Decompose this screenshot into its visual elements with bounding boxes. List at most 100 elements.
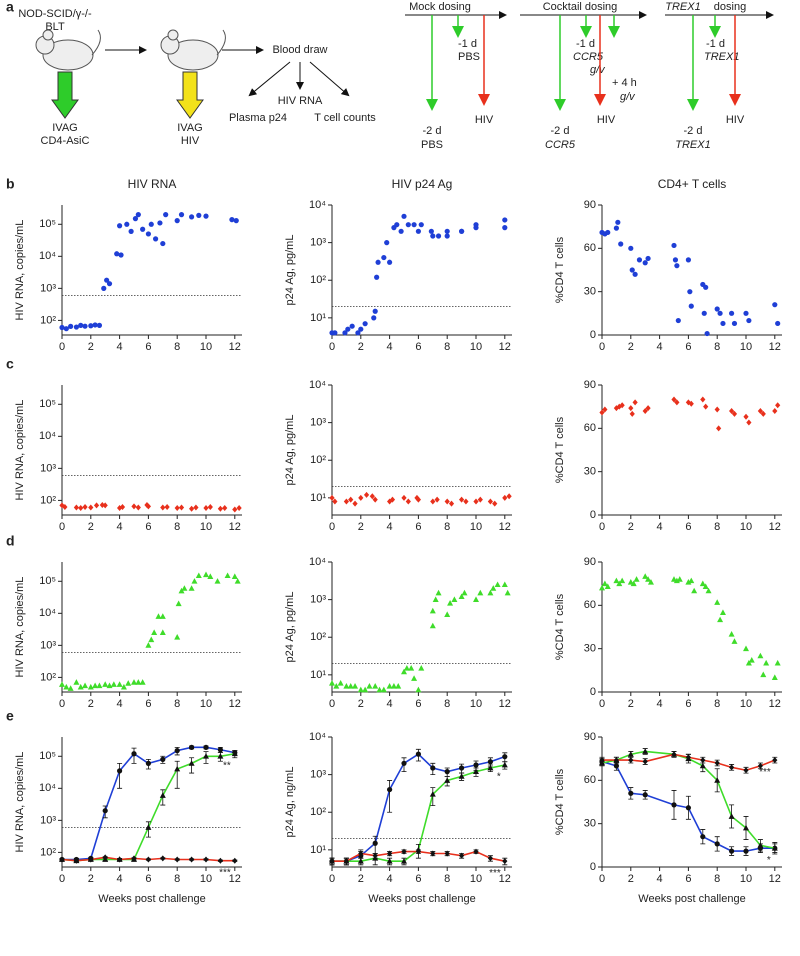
point — [73, 679, 80, 685]
point — [699, 580, 706, 587]
point — [101, 285, 107, 291]
point — [145, 760, 151, 766]
point — [763, 659, 770, 666]
y-tick-label: 10² — [40, 314, 56, 326]
point — [487, 498, 493, 505]
point — [688, 400, 694, 407]
point — [384, 240, 390, 246]
x-tick-label: 2 — [628, 341, 634, 353]
significance: * — [497, 772, 501, 783]
error-bar — [387, 780, 393, 813]
point — [487, 759, 493, 765]
x-tick-label: 8 — [444, 341, 450, 353]
point — [214, 578, 221, 584]
y-tick-label: 0 — [590, 509, 596, 521]
point — [401, 760, 407, 766]
x-tick-label: 2 — [88, 521, 94, 533]
point — [743, 824, 749, 831]
point — [459, 852, 465, 859]
point — [746, 317, 752, 324]
y-axis-label: %CD4 T cells — [554, 768, 566, 835]
point — [685, 805, 692, 811]
x-tick-label: 6 — [415, 698, 421, 710]
x-tick-label: 10 — [740, 521, 752, 533]
point — [628, 405, 634, 412]
point — [102, 502, 108, 509]
point — [506, 493, 512, 500]
label: -1 d — [458, 38, 477, 50]
point — [329, 494, 335, 501]
point — [760, 671, 767, 678]
x-tick-label: 2 — [628, 698, 634, 710]
point — [145, 503, 151, 510]
point — [444, 769, 450, 775]
label: -2 d — [551, 125, 570, 137]
x-tick-label: 10 — [200, 698, 212, 710]
point — [82, 504, 88, 511]
y-tick-label: 10⁴ — [309, 556, 326, 568]
point — [714, 841, 720, 847]
point — [403, 665, 410, 671]
point — [145, 642, 152, 648]
x-tick-label: 8 — [174, 341, 180, 353]
point — [132, 216, 139, 222]
point — [375, 259, 381, 265]
point — [717, 616, 724, 623]
x-tick-label: 12 — [229, 341, 241, 353]
y-tick-label: 10⁴ — [309, 379, 326, 391]
point — [628, 790, 634, 796]
point — [131, 679, 137, 685]
point — [602, 406, 608, 413]
point — [473, 222, 479, 228]
point — [217, 857, 223, 864]
label: -1 d — [706, 38, 725, 50]
y-tick-label: 0 — [590, 861, 596, 873]
y-axis-label: %CD4 T cells — [554, 593, 566, 660]
x-tick-label: 12 — [769, 521, 781, 533]
point — [700, 834, 706, 840]
x-tick-label: 2 — [358, 521, 364, 533]
point — [451, 596, 458, 603]
error-bar — [117, 762, 123, 789]
panel-label: e — [6, 708, 14, 724]
point — [174, 856, 180, 863]
point — [376, 686, 383, 693]
point — [381, 254, 387, 261]
point — [390, 682, 397, 689]
y-tick-label: 30 — [584, 643, 596, 655]
point — [159, 613, 166, 619]
chart-title: CD4+ T cells — [658, 177, 727, 191]
point — [630, 580, 637, 587]
point — [387, 259, 393, 265]
x-tick-label: 0 — [329, 873, 335, 885]
point — [418, 222, 424, 228]
point — [174, 633, 181, 640]
point — [703, 284, 709, 290]
point — [674, 399, 680, 406]
point — [430, 233, 436, 239]
point — [415, 228, 421, 234]
point — [174, 765, 181, 772]
point — [119, 504, 126, 511]
point — [748, 657, 755, 663]
point — [96, 682, 103, 689]
point — [418, 665, 425, 671]
x-tick-label: 6 — [145, 698, 151, 710]
point — [347, 682, 354, 689]
point — [88, 504, 94, 511]
point — [502, 494, 508, 501]
y-axis-label: p24 Ag, pg/mL — [284, 415, 296, 486]
point — [332, 498, 338, 505]
point — [675, 317, 681, 324]
point — [729, 848, 735, 854]
point — [380, 686, 387, 693]
point — [772, 302, 778, 308]
point — [494, 581, 501, 588]
point — [229, 217, 235, 223]
y-tick-label: 10² — [310, 631, 326, 643]
point — [224, 572, 231, 579]
point — [645, 576, 652, 582]
label: Plasma p24 — [229, 112, 287, 124]
point — [387, 850, 393, 857]
x-tick-label: 6 — [415, 521, 421, 533]
